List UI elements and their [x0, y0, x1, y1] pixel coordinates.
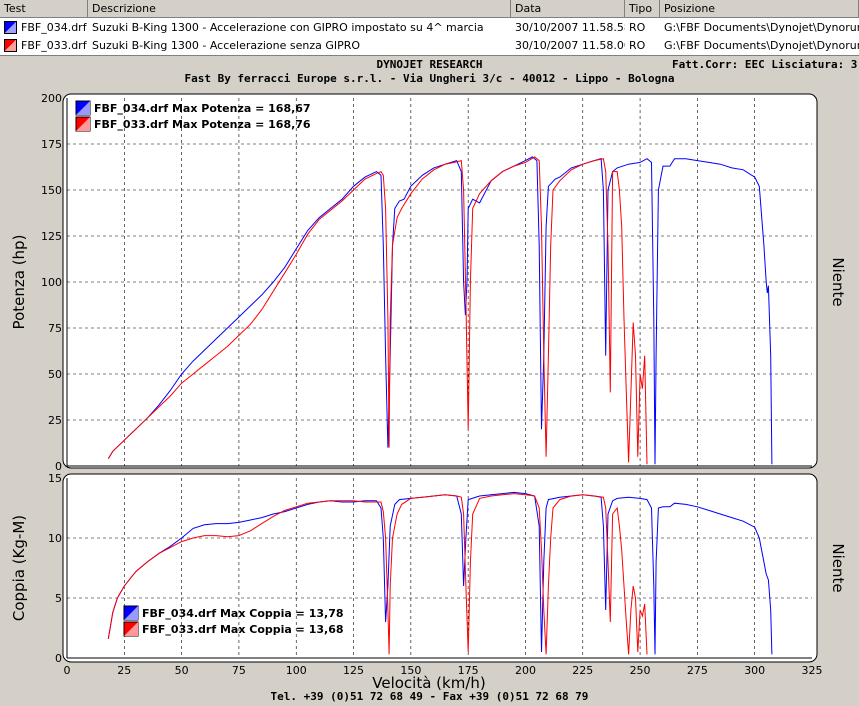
- y-tick-label: 100: [41, 276, 62, 289]
- run-path: G:\FBF Documents\Dynojet\Dynoruns\: [664, 21, 859, 34]
- y-tick-label: 75: [48, 322, 62, 335]
- legend-entry: FBF_033.drf Max Coppia = 13,68: [142, 623, 344, 636]
- y-tick-label: 150: [41, 184, 62, 197]
- x-tick-label: 0: [64, 664, 71, 677]
- legend-entry: FBF_034.drf Max Potenza = 168,67: [94, 102, 311, 115]
- x-tick-label: 125: [343, 664, 364, 677]
- report-subtitle: Fast By ferracci Europe s.r.l. - Via Ung…: [184, 72, 675, 85]
- x-tick-label: 325: [802, 664, 823, 677]
- legend-swatch-shade: [124, 622, 138, 636]
- legend-swatch-shade: [76, 101, 90, 115]
- chart-1: 0 5 10 15 FBF_034.drf Max Coppia = 13,78 FBF_…: [10, 472, 847, 665]
- right-axis-label: Niente: [829, 257, 847, 306]
- y-tick-label: 0: [55, 460, 62, 473]
- x-tick-label: 225: [572, 664, 593, 677]
- y-tick-label: 25: [48, 414, 62, 427]
- y-tick-label: 175: [41, 138, 62, 151]
- run-type: RO: [629, 39, 646, 52]
- report-title: DYNOJET RESEARCH: [376, 58, 483, 71]
- run-description: Suzuki B-King 1300 - Accelerazione senza…: [92, 39, 361, 52]
- x-tick-label: 300: [744, 664, 765, 677]
- run-row-033[interactable]: FBF_033.drf Suzuki B-King 1300 - Acceler…: [0, 37, 859, 54]
- legend-entry: FBF_034.drf Max Coppia = 13,78: [142, 607, 344, 620]
- series-line-FBF_033.drf: [107, 156, 648, 465]
- run-color-swatch[interactable]: [4, 39, 17, 52]
- x-axis-title: Velocità (km/h): [372, 674, 486, 692]
- legend-swatch-shade: [124, 606, 138, 620]
- y-tick-label: 0: [55, 652, 62, 665]
- run-color-swatch[interactable]: [4, 21, 17, 34]
- x-tick-label: 25: [117, 664, 131, 677]
- legend-swatch-shade: [76, 117, 90, 131]
- legend-entry: FBF_033.drf Max Potenza = 168,76: [94, 118, 311, 131]
- y-tick-label: 125: [41, 230, 62, 243]
- y-axis-title: Potenza (hp): [10, 235, 28, 330]
- series-line-FBF_033.drf: [107, 493, 648, 655]
- run-type: RO: [629, 21, 646, 34]
- run-date: 30/10/2007 11.58.00: [515, 39, 625, 52]
- run-path: G:\FBF Documents\Dynojet\Dynoruns\: [664, 39, 859, 52]
- x-tick-label: 250: [630, 664, 651, 677]
- y-axis-title: Coppia (Kg-M): [10, 515, 28, 621]
- y-tick-label: 50: [48, 368, 62, 381]
- x-tick-label: 75: [232, 664, 246, 677]
- col-tipo-header[interactable]: Tipo: [625, 0, 660, 17]
- run-test: FBF_034.drf: [21, 21, 87, 34]
- correction-info: Fatt.Corr: EEC Lisciatura: 3: [672, 58, 858, 71]
- x-tick-label: 50: [175, 664, 189, 677]
- right-axis-label: Niente: [829, 543, 847, 592]
- run-test: FBF_033.drf: [21, 39, 87, 52]
- x-tick-label: 100: [286, 664, 307, 677]
- y-tick-label: 200: [41, 92, 62, 105]
- y-tick-label: 5: [55, 592, 62, 605]
- col-data-header[interactable]: Data: [511, 0, 625, 17]
- plot-frame: [62, 473, 818, 663]
- col-descrizione-header[interactable]: Descrizione: [88, 0, 511, 17]
- x-tick-label: 275: [687, 664, 708, 677]
- y-tick-label: 10: [48, 532, 62, 545]
- y-tick-label: 15: [48, 472, 62, 485]
- footer-contact: Tel. +39 (0)51 72 68 49 - Fax +39 (0)51 …: [270, 690, 589, 703]
- x-tick-label: 150: [400, 664, 421, 677]
- col-test-header[interactable]: Test: [0, 0, 88, 17]
- chart-0: 0 25 50 75 100 125 150 175 200 FBF_034.drf Max Po…: [10, 92, 847, 473]
- run-row-034[interactable]: FBF_034.drf Suzuki B-King 1300 - Acceler…: [0, 19, 859, 36]
- x-tick-label: 175: [458, 664, 479, 677]
- run-date: 30/10/2007 11.58.58: [515, 21, 625, 34]
- run-description: Suzuki B-King 1300 - Accelerazione con G…: [92, 21, 484, 34]
- plot-frame: [62, 93, 818, 469]
- run-table: Test Descrizione Data Tipo Posizione FBF…: [0, 0, 859, 56]
- run-table-header: Test Descrizione Data Tipo Posizione: [0, 0, 859, 18]
- x-tick-label: 200: [515, 664, 536, 677]
- series-line-FBF_034.drf: [107, 491, 773, 655]
